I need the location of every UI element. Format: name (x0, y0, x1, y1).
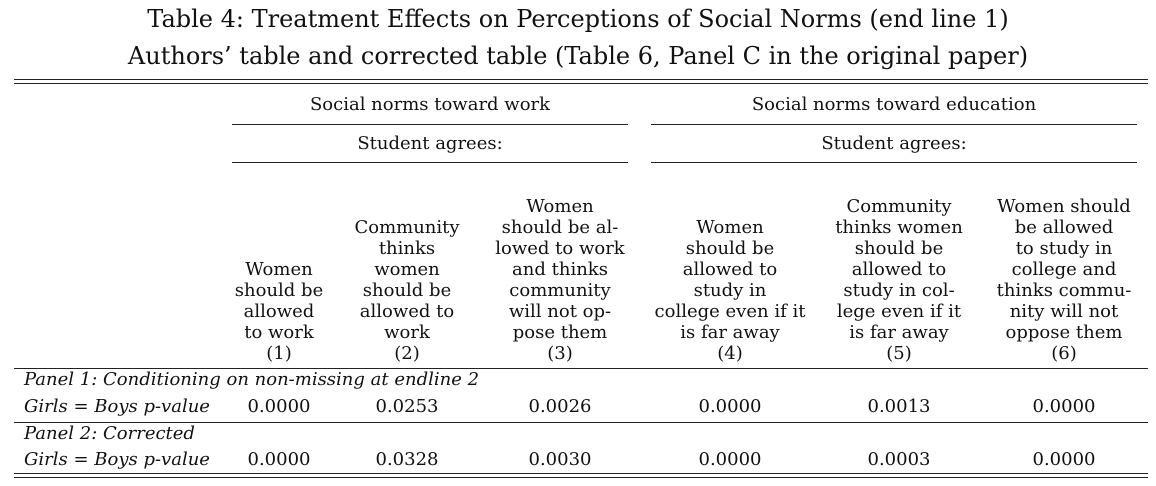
column-number-2: (2) (394, 343, 420, 364)
column-header-1-line: to work (244, 322, 314, 343)
panel-1-title: Panel 1: Conditioning on non-missing at … (24, 369, 480, 390)
group-header-work: Social norms toward work (309, 94, 551, 115)
column-header-5-line: thinks women (835, 217, 963, 238)
column-header-3-line: will not op- (508, 301, 612, 322)
column-header-4: Women should be allowed to study in college … (645, 217, 815, 364)
column-number-4: (4) (717, 343, 743, 364)
panel-2-value-col-4: 0.0000 (698, 449, 762, 470)
column-header-2: Community thinks women should be allowed to w… (343, 217, 471, 364)
column-header-1-line: should be (234, 280, 324, 301)
subgroup-header-work: Student agrees: (357, 133, 503, 154)
column-header-4-line: should be (685, 238, 775, 259)
panel-1-row-label: Girls = Boys p-value (24, 396, 210, 417)
subgroup-rule-education (651, 162, 1137, 163)
column-header-2-line: women (374, 259, 440, 280)
column-number-5: (5) (886, 343, 912, 364)
column-header-5: Community thinks women should be allowed to… (819, 196, 979, 364)
column-header-2-line: Community (354, 217, 460, 238)
column-header-4-line: study in (693, 280, 767, 301)
column-header-4-line: is far away (680, 322, 780, 343)
panel-1-value-col-1: 0.0000 (247, 396, 311, 417)
column-header-5-line: study in col- (843, 280, 955, 301)
column-header-3-line: pose them (512, 322, 608, 343)
bottom-rule-2 (14, 477, 1148, 478)
column-header-6-line: Women should (997, 196, 1131, 217)
panel-1-value-col-2: 0.0253 (375, 396, 439, 417)
column-header-5-line: is far away (849, 322, 949, 343)
table-title-line-2: Authors’ table and corrected table (Tabl… (127, 42, 1029, 70)
column-header-6-line: nity will not (1009, 301, 1119, 322)
column-header-6-line: be allowed (1014, 217, 1114, 238)
column-header-2-line: work (384, 322, 430, 343)
column-header-3: Women should be al-lowed to work and think… (485, 196, 635, 364)
column-header-5-line: Community (846, 196, 952, 217)
panel-1-value-col-5: 0.0013 (867, 396, 931, 417)
column-header-3-line: community (509, 280, 611, 301)
top-rule-1 (14, 79, 1148, 80)
group-rule-education (651, 124, 1137, 125)
column-header-2-line: thinks (378, 238, 436, 259)
panel-1-value-col-3: 0.0026 (528, 396, 592, 417)
panel-2-row-label: Girls = Boys p-value (24, 449, 210, 470)
column-header-3-line: lowed to work (495, 238, 625, 259)
column-header-6: Women should be allowed to study in college… (984, 196, 1144, 364)
panel-1-value-col-4: 0.0000 (698, 396, 762, 417)
panel-2-value-col-3: 0.0030 (528, 449, 592, 470)
header-bottom-rule (14, 368, 1148, 369)
panel-2-value-col-5: 0.0003 (867, 449, 931, 470)
table-title-line-1: Table 4: Treatment Effects on Perception… (147, 5, 1009, 33)
column-header-6-line: oppose them (1005, 322, 1123, 343)
bottom-rule-1 (14, 473, 1148, 474)
column-header-6-line: to study in (1015, 238, 1113, 259)
column-header-5-line: allowed to (851, 259, 947, 280)
column-header-1: Women should be allowed to work (1) (224, 259, 334, 364)
column-header-3-line: and thinks (512, 259, 608, 280)
panel-2-value-col-6: 0.0000 (1032, 449, 1096, 470)
column-header-1-line: Women (245, 259, 313, 280)
column-header-4-line: allowed to (682, 259, 778, 280)
panel-2-value-col-2: 0.0328 (375, 449, 439, 470)
subgroup-rule-work (232, 162, 628, 163)
column-number-3: (3) (547, 343, 573, 364)
column-header-4-line: college even if it (654, 301, 806, 322)
column-header-1-line: allowed (243, 301, 315, 322)
panel-1-value-col-6: 0.0000 (1032, 396, 1096, 417)
top-rule-2 (14, 83, 1148, 84)
column-header-5-line: should be (854, 238, 944, 259)
column-header-6-line: college and (1011, 259, 1117, 280)
column-header-2-line: allowed to (359, 301, 455, 322)
column-header-4-line: Women (696, 217, 764, 238)
column-header-2-line: should be (362, 280, 452, 301)
panel-2-title: Panel 2: Corrected (24, 423, 195, 444)
subgroup-header-education: Student agrees: (821, 133, 967, 154)
panel-separator-rule (14, 422, 1148, 423)
column-number-6: (6) (1051, 343, 1077, 364)
column-header-3-line: should be al- (501, 217, 619, 238)
group-rule-work (232, 124, 628, 125)
panel-2-value-col-1: 0.0000 (247, 449, 311, 470)
column-header-3-line: Women (526, 196, 594, 217)
group-header-education: Social norms toward education (751, 94, 1037, 115)
column-header-6-line: thinks commu- (996, 280, 1132, 301)
column-number-1: (1) (266, 343, 292, 364)
column-header-5-line: lege even if it (836, 301, 962, 322)
